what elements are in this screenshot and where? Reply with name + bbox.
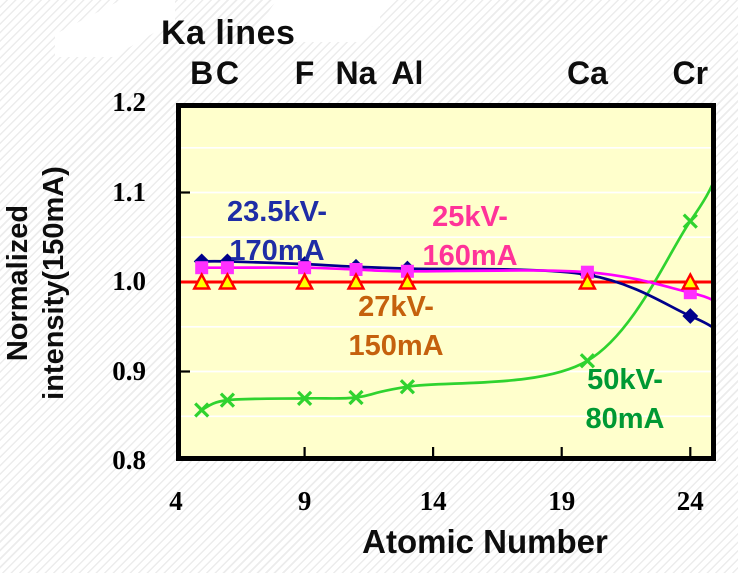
- x-axis-title: Atomic Number: [362, 523, 608, 560]
- series-label-25kV-160mA: 25kV- 160mA: [422, 198, 517, 276]
- marker-triangle-27kV-150mA: [295, 271, 315, 290]
- y-tick-label: 0.8: [112, 445, 146, 475]
- x-tick-label: 4: [169, 486, 183, 516]
- series-label-50kV-80mA: 50kV- 80mA: [586, 361, 665, 439]
- marker-square-25kV-160mA: [349, 263, 363, 276]
- series-label-line1: 27kV-: [358, 291, 434, 323]
- marker-square-25kV-160mA: [195, 261, 209, 275]
- x-tick-label: 19: [548, 486, 576, 516]
- y-tick-label: 1.1: [112, 176, 146, 207]
- element-label-B: B: [190, 55, 214, 91]
- marker-triangle-27kV-150mA: [577, 271, 597, 290]
- marker-x-50kV-80mA: [682, 213, 698, 229]
- y-tick-label: 0.9: [112, 355, 146, 386]
- watermark-shape: [55, 0, 175, 57]
- chart-title: Ka lines: [161, 14, 296, 52]
- marker-square-25kV-160mA: [400, 264, 414, 278]
- series-label-line2: 80mA: [585, 403, 665, 435]
- element-label-Al: Al: [391, 55, 424, 91]
- element-label-Ca: Ca: [566, 55, 608, 91]
- y-tick-label: 1.0: [112, 266, 146, 296]
- y-axis-title-line2: intensity(150mA): [38, 166, 70, 400]
- element-label-F: F: [294, 55, 315, 91]
- marker-x-50kV-80mA: [296, 390, 313, 407]
- marker-triangle-27kV-150mA: [217, 271, 237, 290]
- marker-x-50kV-80mA: [399, 379, 416, 395]
- element-label-Na: Na: [335, 55, 377, 91]
- marker-x-50kV-80mA: [579, 353, 596, 369]
- series-label-line1: 23.5kV-: [227, 196, 327, 228]
- watermark-shape: [340, 0, 380, 26]
- x-tick-label: 24: [676, 486, 704, 516]
- marker-triangle-27kV-150mA: [192, 271, 212, 290]
- marker-triangle-27kV-150mA: [397, 271, 417, 290]
- marker-square-25kV-160mA: [220, 261, 234, 275]
- y-axis-title: Normalized intensity(150mA): [0, 103, 74, 463]
- y-axis-title-line1: Normalized: [2, 204, 34, 362]
- marker-x-50kV-80mA: [348, 389, 364, 406]
- marker-x-50kV-80mA: [219, 392, 236, 408]
- marker-triangle-27kV-150mA: [346, 271, 366, 290]
- marker-x-50kV-80mA: [194, 402, 210, 418]
- y-tick-label: 1.2: [112, 87, 146, 117]
- chart-svg: [176, 103, 716, 461]
- x-tick-label: 9: [297, 486, 312, 516]
- marker-diamond-23.5kV-170mA: [682, 308, 699, 324]
- x-tick-label: 14: [419, 486, 447, 516]
- element-label-Cr: Cr: [672, 55, 709, 91]
- element-label-C: C: [215, 55, 239, 91]
- series-label-27kV-150mA: 27kV- 150mA: [348, 288, 443, 366]
- series-label-line2: 150mA: [348, 330, 444, 362]
- marker-triangle-27kV-150mA: [680, 271, 700, 290]
- plot-border: [176, 103, 716, 461]
- marker-square-25kV-160mA: [298, 261, 312, 275]
- series-label-line2: 170mA: [229, 235, 325, 267]
- series-label-line2: 160mA: [422, 240, 518, 272]
- chart-plot-area: [176, 103, 716, 461]
- series-label-23.5kV-170mA: 23.5kV- 170mA: [227, 193, 327, 271]
- series-label-line1: 50kV-: [587, 364, 663, 396]
- series-label-line1: 25kV-: [432, 201, 508, 233]
